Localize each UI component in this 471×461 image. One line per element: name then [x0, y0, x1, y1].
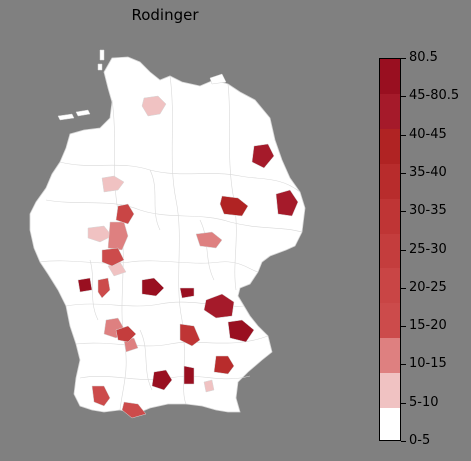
colorbar-label: 80.5: [409, 50, 438, 65]
district-region: [101, 247, 125, 267]
colorbar-segment: [380, 198, 400, 234]
colorbar-label: 35-40: [409, 164, 447, 180]
district-region: [121, 401, 147, 419]
colorbar-tick: [401, 287, 406, 289]
district-region: [97, 277, 111, 299]
district-region: [91, 385, 111, 407]
district-region: [115, 203, 135, 225]
map-title: Rodinger: [131, 6, 199, 24]
colorbar-label: 20-25: [409, 279, 447, 295]
colorbar-segment: [380, 233, 400, 269]
germany-outline: [29, 56, 306, 415]
colorbar-tick: [401, 211, 406, 213]
colorbar-tick: [401, 326, 406, 328]
colorbar-label: 5-10: [409, 394, 439, 410]
colorbar-label: 10-15: [409, 356, 447, 372]
district-region: [203, 293, 235, 319]
colorbar-segment: [380, 128, 400, 164]
colorbar-label: 45-80.5: [409, 88, 460, 104]
colorbar-label: 25-30: [409, 241, 447, 257]
colorbar-segment: [380, 163, 400, 199]
district-region: [179, 287, 195, 299]
colorbar-tick: [401, 441, 406, 442]
district-region: [179, 323, 201, 347]
colorbar-label: 40-45: [409, 126, 447, 142]
colorbar-tick: [401, 402, 406, 404]
district-region: [115, 325, 137, 343]
district-region: [203, 379, 215, 393]
district-region: [141, 277, 165, 297]
district-region: [219, 195, 249, 217]
district-region: [251, 143, 275, 169]
islands: [57, 49, 227, 121]
district-region: [183, 365, 195, 385]
district-region: [275, 189, 299, 217]
district-region: [87, 225, 113, 243]
district-region: [227, 319, 255, 343]
colorbar: [379, 58, 401, 441]
colorbar-segment: [380, 407, 400, 440]
colorbar-segment: [380, 372, 400, 408]
district-region: [101, 175, 125, 193]
district-region: [151, 369, 173, 391]
colorbar-label: 30-35: [409, 203, 447, 219]
colorbar-tick: [401, 249, 406, 251]
colorbar-segment: [380, 302, 400, 339]
colorbar-segment: [380, 93, 400, 130]
colorbar-label: 15-20: [409, 318, 447, 334]
highlighted-districts: [87, 95, 299, 419]
colorbar-tick: [401, 58, 406, 59]
district-region: [195, 231, 223, 249]
colorbar-segment: [380, 337, 400, 373]
district-region: [77, 277, 93, 293]
district-region: [213, 355, 235, 375]
colorbar-segment: [380, 59, 400, 95]
colorbar-label: 0-5: [409, 433, 431, 448]
colorbar-tick: [401, 134, 406, 136]
district-region: [141, 95, 167, 117]
colorbar-segment: [380, 267, 400, 304]
colorbar-tick: [401, 364, 406, 366]
colorbar-tick: [401, 96, 406, 98]
colorbar-tick: [401, 172, 406, 174]
top-bin-districts: [77, 277, 255, 391]
